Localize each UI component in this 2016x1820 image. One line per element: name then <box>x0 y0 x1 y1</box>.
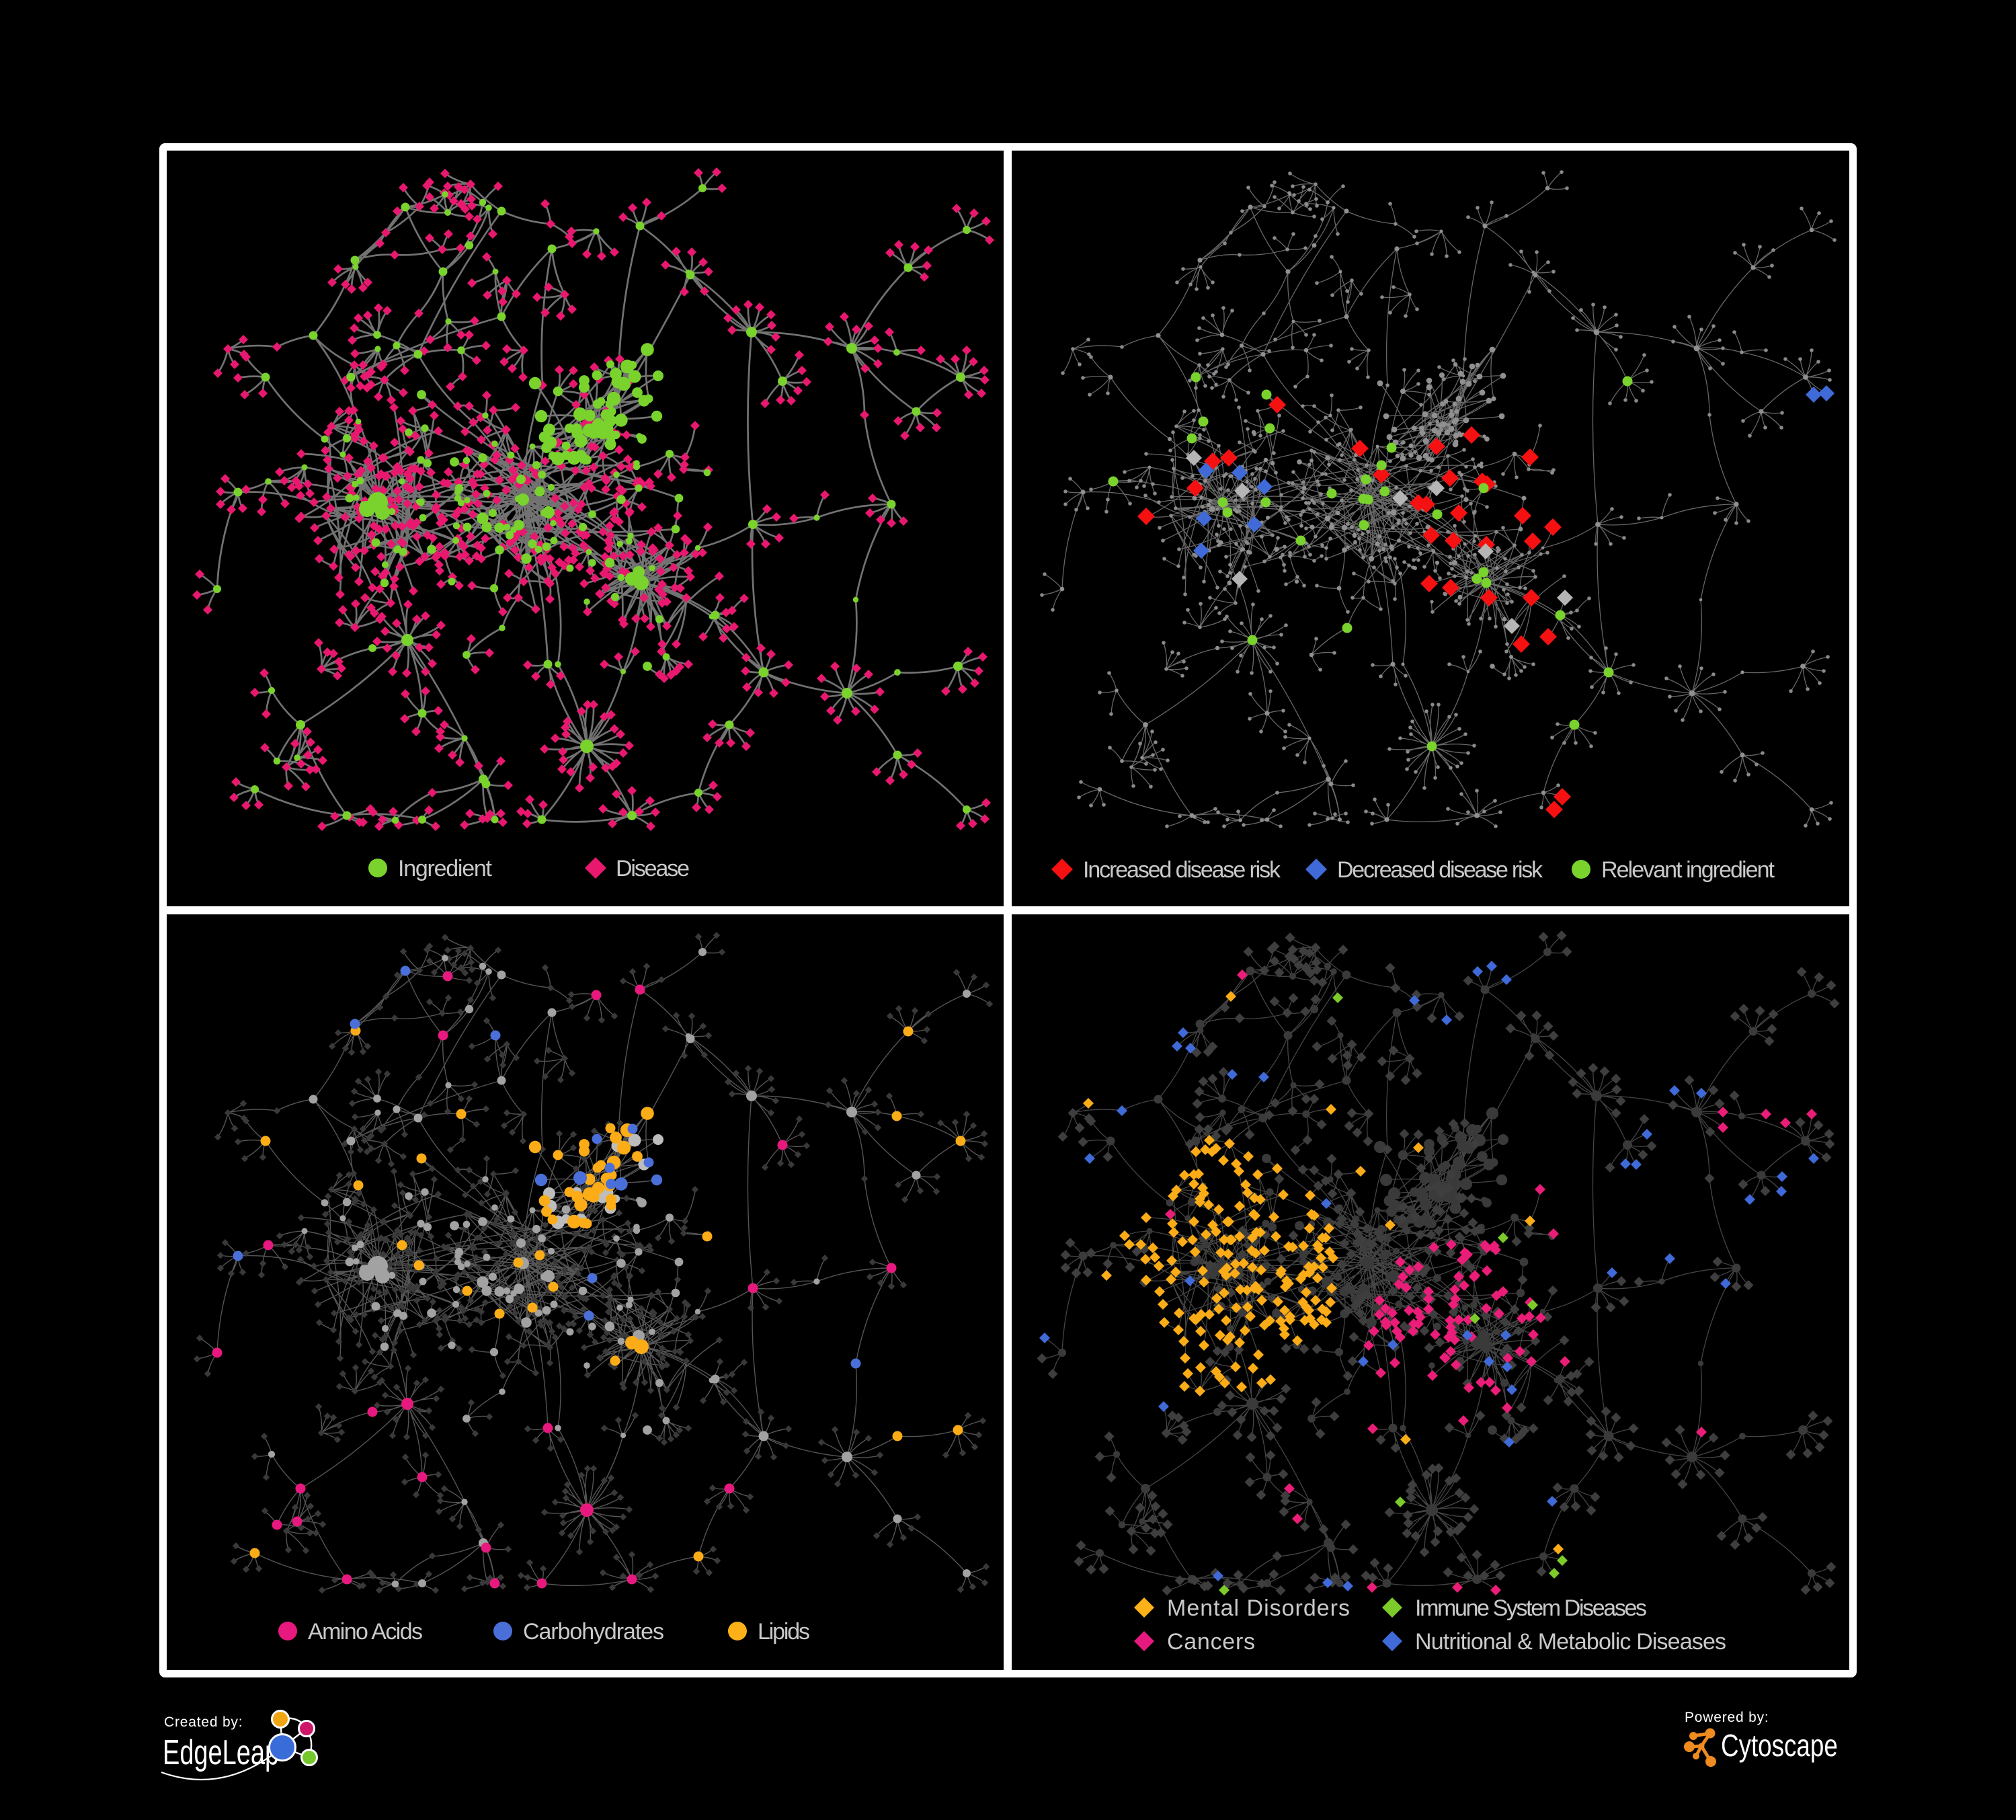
svg-text:Ingredient: Ingredient <box>398 856 493 881</box>
svg-text:Immune System Diseases: Immune System Diseases <box>1415 1595 1647 1621</box>
svg-text:Carbohydrates: Carbohydrates <box>523 1619 664 1645</box>
svg-text:Nutritional & Metabolic Diseas: Nutritional & Metabolic Diseases <box>1415 1629 1726 1655</box>
svg-text:Mental Disorders: Mental Disorders <box>1167 1595 1350 1621</box>
svg-text:EdgeLeap: EdgeLeap <box>163 1733 279 1772</box>
svg-text:Powered by:: Powered by: <box>1685 1710 1769 1725</box>
svg-text:Lipids: Lipids <box>758 1619 810 1645</box>
svg-text:Cytoscape: Cytoscape <box>1721 1728 1838 1763</box>
svg-text:Amino Acids: Amino Acids <box>308 1619 423 1645</box>
svg-text:Created by:: Created by: <box>164 1714 243 1730</box>
svg-text:Increased disease risk: Increased disease risk <box>1083 857 1281 883</box>
svg-text:Decreased disease risk: Decreased disease risk <box>1337 857 1543 883</box>
svg-text:Relevant ingredient: Relevant ingredient <box>1601 857 1775 883</box>
svg-text:Cancers: Cancers <box>1167 1629 1255 1655</box>
svg-text:Disease: Disease <box>616 856 690 881</box>
